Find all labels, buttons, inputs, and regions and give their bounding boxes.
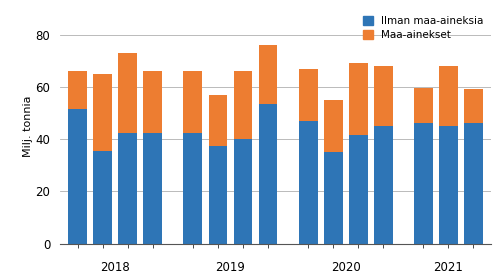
Bar (233, 139, 253, 244)
Bar (374, 126, 393, 244)
Bar (299, 121, 318, 244)
Bar (68, 71, 87, 109)
Bar (208, 146, 227, 244)
Bar (68, 109, 87, 244)
Bar (439, 126, 458, 244)
Bar (324, 152, 343, 244)
Bar (299, 69, 318, 121)
Bar (464, 123, 483, 244)
Bar (374, 66, 393, 126)
Bar (118, 132, 137, 244)
Bar (93, 74, 112, 151)
Bar (414, 88, 433, 123)
Text: 2019: 2019 (215, 261, 245, 274)
Bar (414, 123, 433, 244)
Bar (349, 63, 368, 135)
Text: 2018: 2018 (100, 261, 130, 274)
Text: 2021: 2021 (433, 261, 463, 274)
Text: 2020: 2020 (331, 261, 361, 274)
Bar (324, 100, 343, 152)
Bar (183, 132, 202, 244)
Bar (259, 45, 278, 104)
Bar (118, 53, 137, 132)
Bar (143, 132, 162, 244)
Legend: Ilman maa-aineksia, Maa-ainekset: Ilman maa-aineksia, Maa-ainekset (358, 11, 488, 45)
Y-axis label: Milj. tonnia: Milj. tonnia (23, 95, 33, 157)
Bar (259, 104, 278, 244)
Bar (208, 95, 227, 146)
Bar (93, 151, 112, 244)
Bar (233, 71, 253, 139)
Bar (439, 66, 458, 126)
Bar (143, 71, 162, 132)
Bar (349, 135, 368, 244)
Bar (183, 71, 202, 132)
Bar (464, 89, 483, 123)
